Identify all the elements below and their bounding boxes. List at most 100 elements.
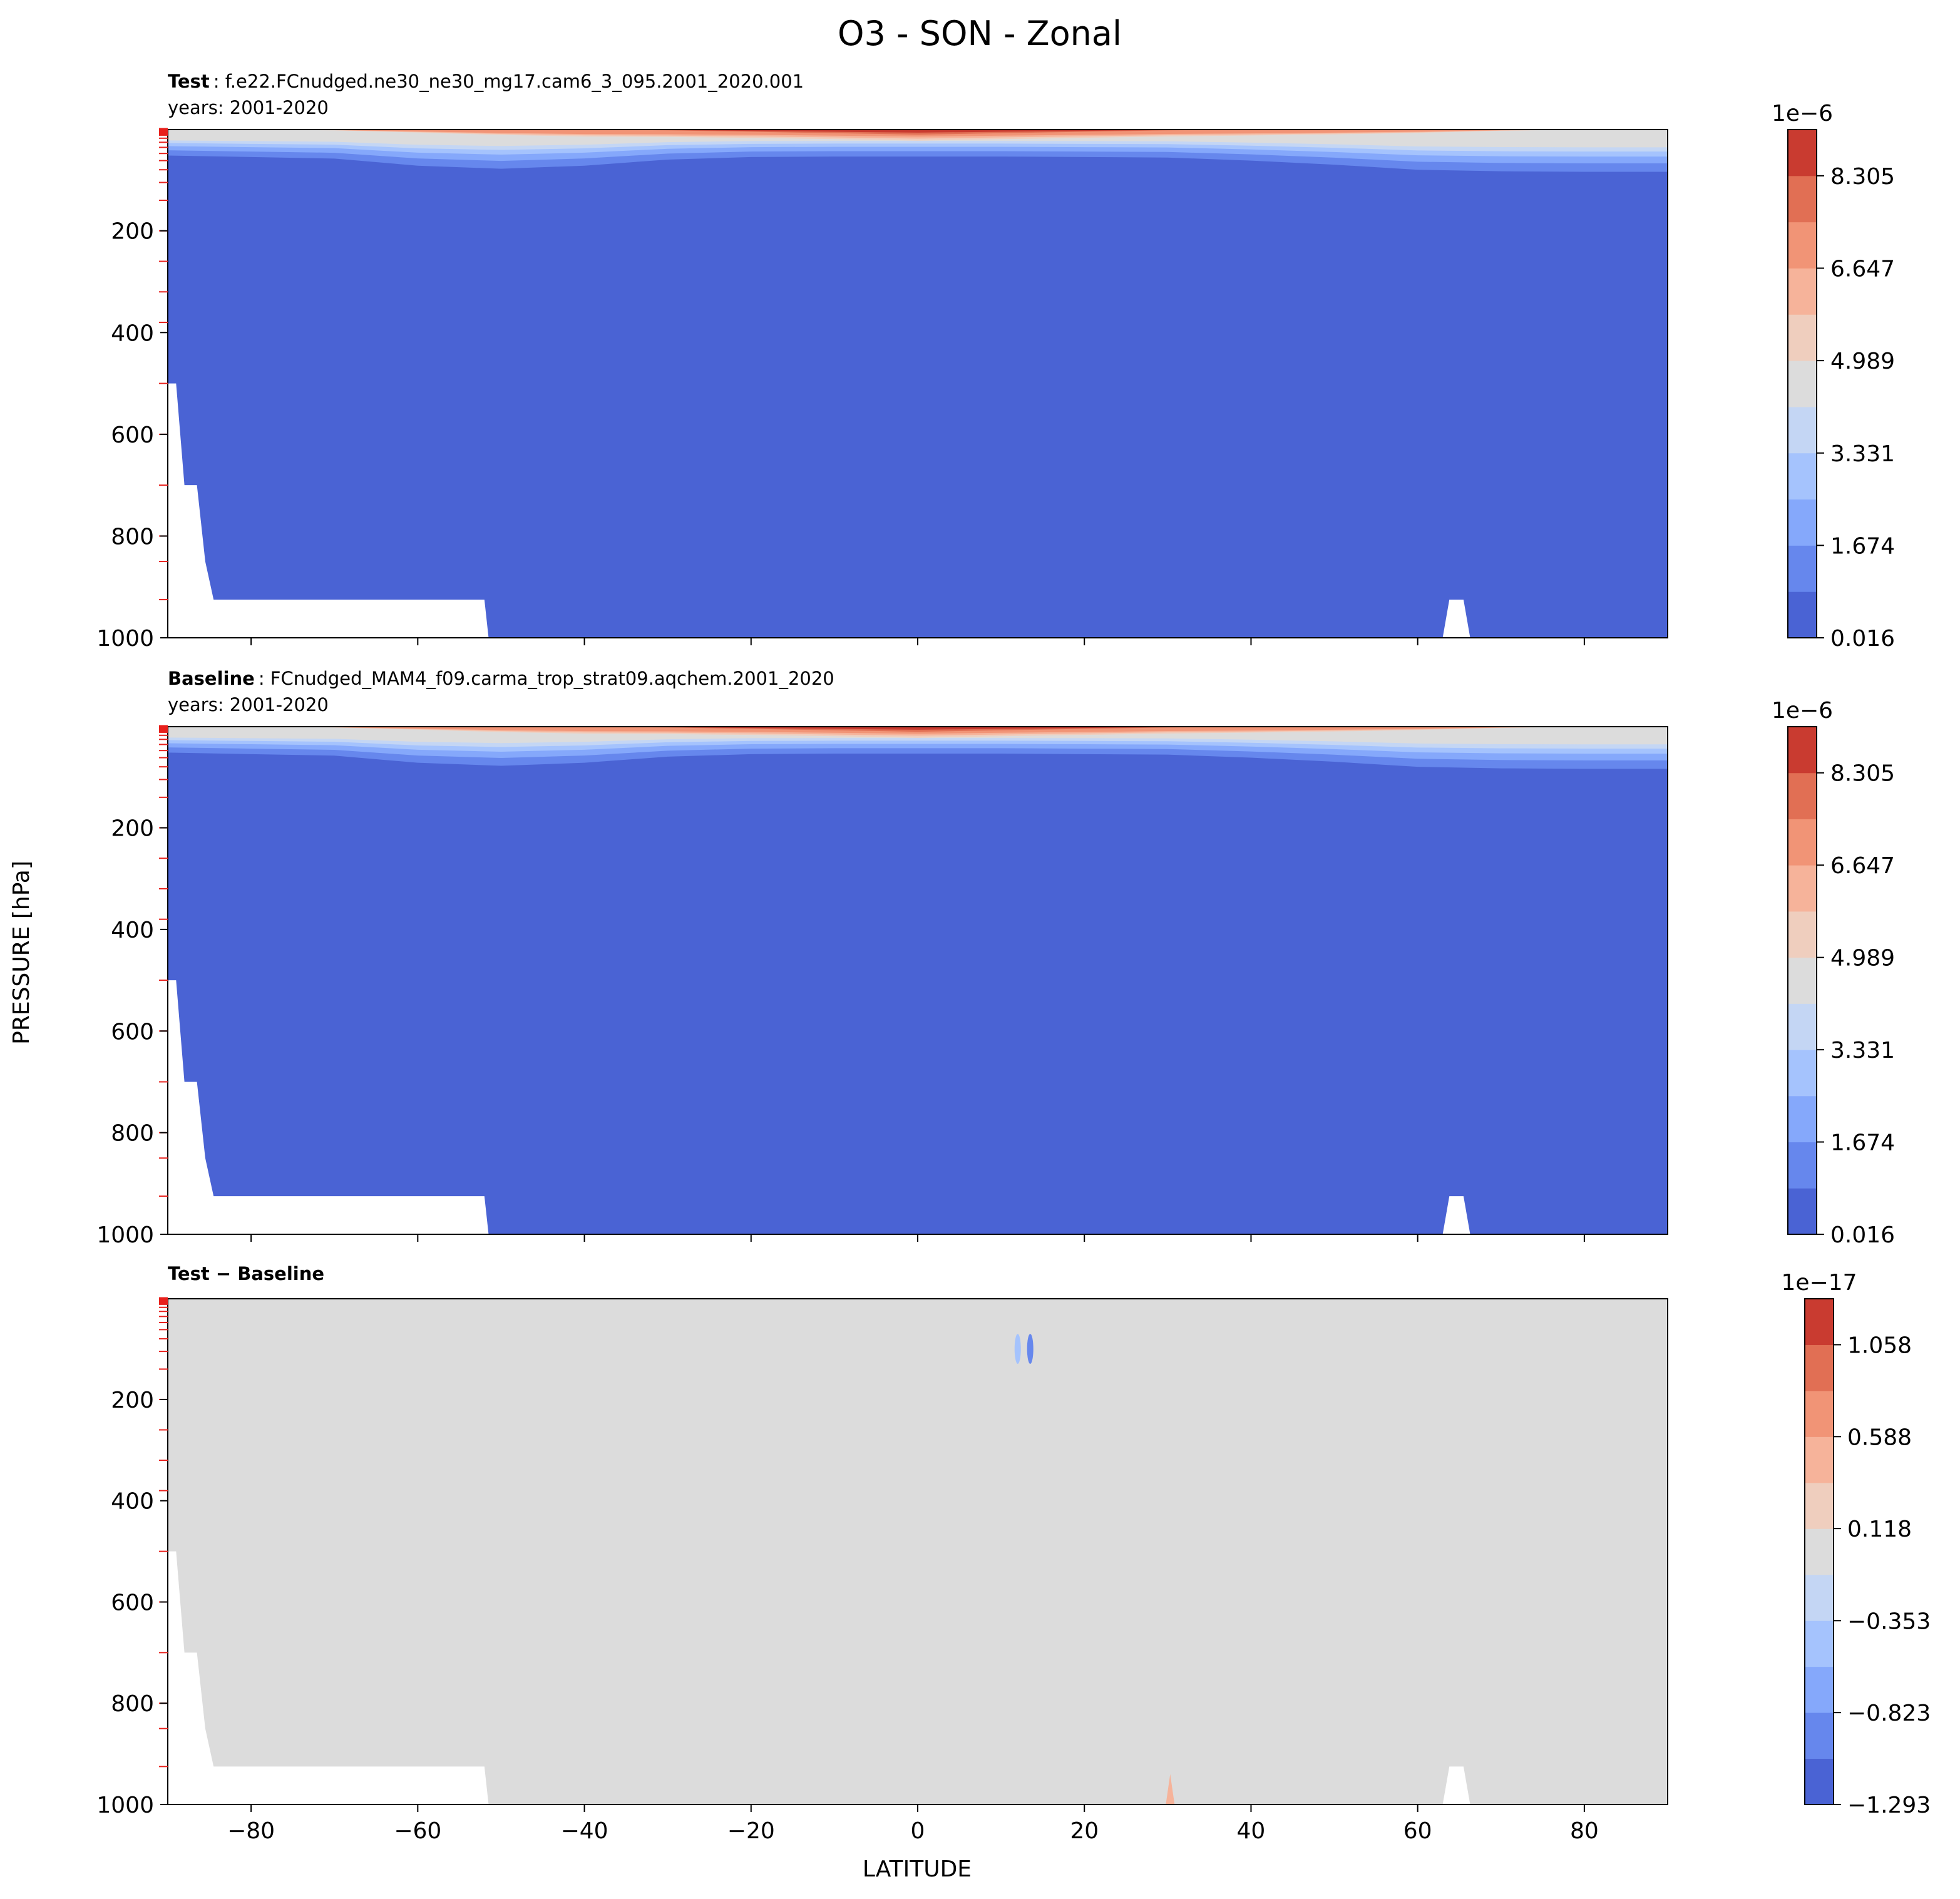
colorbar-tick-label: 8.305: [1830, 761, 1895, 787]
colorbar-segment: [1788, 1095, 1817, 1143]
colorbar-segment: [1788, 130, 1817, 177]
terrain-mask-greenland: [1442, 600, 1470, 638]
terrain-mask-greenland: [1442, 1766, 1470, 1804]
colorbar-segment: [1805, 1390, 1834, 1437]
y-tick-label: 1000: [96, 1793, 154, 1818]
colorbar-segment: [1788, 499, 1817, 546]
colorbar-tick-label: 0.588: [1847, 1425, 1912, 1450]
colorbar-tick-label: 3.331: [1830, 1038, 1895, 1063]
terrain-mask-antarctica: [168, 1551, 489, 1804]
y-tick-label: 600: [111, 422, 154, 448]
panel-test-years: years: 2001-2020: [168, 97, 329, 118]
terrain-mask-greenland: [1442, 1196, 1470, 1234]
colorbar-segment: [1788, 1188, 1817, 1235]
colorbar-tick-label: −0.823: [1847, 1701, 1931, 1726]
colorbar-segment: [1788, 819, 1817, 866]
contour-field-diff: [168, 1299, 1668, 1804]
colorbar-segment: [1805, 1436, 1834, 1483]
colorbar-tick-label: 4.989: [1830, 349, 1895, 374]
y-tick-label: 1000: [96, 626, 154, 652]
y-tick-label: 600: [111, 1019, 154, 1045]
colorbar-tick-label: 1.058: [1847, 1333, 1912, 1358]
colorbar-segment: [1788, 222, 1817, 269]
panel-test: 200 400 600 800 1000 0.016 1.674 3.331 4.989 6.64…: [96, 101, 1895, 652]
contour-band: [168, 130, 1668, 133]
colorbar-segment: [1805, 1299, 1834, 1345]
y-tick-label: 200: [111, 816, 154, 842]
colorbar-tick-label: 1.674: [1830, 533, 1895, 559]
y-tick-label: 800: [111, 1121, 154, 1147]
panel-baseline-years: years: 2001-2020: [168, 694, 329, 715]
panel-baseline-title-rest: : FCnudged_MAM4_f09.carma_trop_strat09.a…: [259, 668, 834, 689]
colorbar-frame: [1787, 129, 1817, 638]
colorbar-diff: −1.293 −0.823 −0.353 0.118 0.588 1.058 1e−17: [1781, 1270, 1931, 1818]
colorbar-baseline: 0.016 1.674 3.331 4.989 6.647 8.305 1e−6: [1772, 698, 1895, 1248]
colorbar-tick-label: 0.118: [1847, 1517, 1912, 1542]
y-tick-label: 400: [111, 320, 154, 346]
colorbar-segment: [1788, 591, 1817, 638]
colorbar-segment: [1788, 314, 1817, 361]
y-tick-label: 200: [111, 1388, 154, 1413]
colorbar-segment: [1788, 406, 1817, 454]
y-tick-label: 600: [111, 1590, 154, 1615]
x-tick-label: 60: [1403, 1818, 1432, 1844]
contour-fill: [168, 1299, 1668, 1804]
colorbar-segment: [1788, 772, 1817, 819]
colorbar-segment: [1788, 1003, 1817, 1050]
colorbar-tick-label: 0.016: [1830, 626, 1895, 652]
panel-test-title-bold: Test: [168, 71, 210, 92]
colorbar-tick-label: −1.293: [1847, 1793, 1931, 1818]
colorbar-test: 0.016 1.674 3.331 4.989 6.647 8.305 1e−6: [1772, 101, 1895, 652]
colorbar-segment: [1805, 1620, 1834, 1667]
panel-test-title: Test: f.e22.FCnudged.ne30_ne30_mg17.cam6…: [168, 71, 804, 92]
x-tick-label: 20: [1070, 1818, 1099, 1844]
colorbar-segment: [1805, 1574, 1834, 1621]
colorbar-segment: [1788, 727, 1817, 774]
colorbar-segment: [1788, 1142, 1817, 1189]
panel-diff-title: Test − Baseline: [168, 1263, 324, 1284]
y-tick-label: 400: [111, 918, 154, 943]
colorbar-segment: [1805, 1666, 1834, 1713]
colorbar-frame: [1787, 726, 1817, 1235]
colorbar-exponent: 1e−17: [1781, 1270, 1857, 1296]
colorbar-tick-label: 1.674: [1830, 1130, 1895, 1156]
colorbar-segment: [1788, 911, 1817, 958]
contour-band: [168, 727, 1668, 730]
contour-field-test: [168, 130, 1668, 638]
colorbar-segment: [1788, 1050, 1817, 1097]
anomaly-mark: [1027, 1334, 1034, 1364]
colorbar-tick-label: −0.353: [1847, 1609, 1931, 1634]
anomaly-mark: [1166, 1774, 1175, 1804]
colorbar-segment: [1805, 1482, 1834, 1529]
x-tick-label: 0: [911, 1818, 925, 1844]
x-tick-label: −20: [727, 1818, 775, 1844]
colorbar-segment: [1805, 1712, 1834, 1759]
y-tick-label: 1000: [96, 1222, 154, 1248]
panel-baseline-title-bold: Baseline: [168, 668, 255, 689]
contour-fill: [168, 130, 1668, 638]
colorbar-tick-label: 8.305: [1830, 164, 1895, 190]
colorbar-frame: [1804, 1298, 1834, 1805]
colorbar-segment: [1788, 453, 1817, 500]
colorbar-exponent: 1e−6: [1772, 101, 1833, 126]
colorbar-tick-label: 6.647: [1830, 256, 1895, 282]
panel-baseline: 200 400 600 800 1000 0.016 1.674 3.331 4.989 6.64…: [96, 698, 1895, 1248]
y-tick-label: 200: [111, 219, 154, 245]
terrain-mask-antarctica: [168, 383, 489, 638]
colorbar-tick-label: 6.647: [1830, 853, 1895, 879]
colorbar-segment: [1788, 268, 1817, 315]
panel-diff: 200 400 600 800 1000 −80 −60 −40 −20 0 20 40 60 80 −1.…: [96, 1270, 1931, 1844]
colorbar-segment: [1805, 1528, 1834, 1575]
colorbar-tick-label: 3.331: [1830, 441, 1895, 467]
x-axis-label: LATITUDE: [863, 1856, 972, 1882]
panel-baseline-title: Baseline: FCnudged_MAM4_f09.carma_trop_s…: [168, 668, 834, 689]
contour-field-baseline: [168, 727, 1668, 1234]
contour-fill: [168, 727, 1668, 1234]
colorbar-segment: [1788, 361, 1817, 407]
colorbar-segment: [1788, 545, 1817, 592]
colorbar-segment: [1805, 1344, 1834, 1391]
y-tick-label: 400: [111, 1489, 154, 1515]
y-axis-label: PRESSURE [hPa]: [9, 861, 34, 1045]
